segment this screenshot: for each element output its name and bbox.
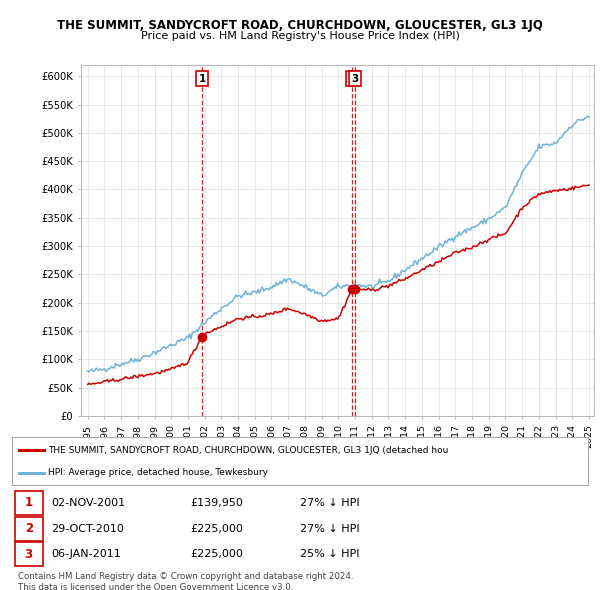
Text: 1: 1 bbox=[199, 74, 206, 84]
Text: THE SUMMIT, SANDYCROFT ROAD, CHURCHDOWN, GLOUCESTER, GL3 1JQ: THE SUMMIT, SANDYCROFT ROAD, CHURCHDOWN,… bbox=[57, 19, 543, 32]
Text: £139,950: £139,950 bbox=[191, 498, 244, 508]
Text: Price paid vs. HM Land Registry's House Price Index (HPI): Price paid vs. HM Land Registry's House … bbox=[140, 31, 460, 41]
Text: £225,000: £225,000 bbox=[191, 524, 244, 533]
Text: £225,000: £225,000 bbox=[191, 549, 244, 559]
Text: 2: 2 bbox=[25, 522, 33, 535]
Text: 02-NOV-2001: 02-NOV-2001 bbox=[51, 498, 125, 508]
Text: Contains HM Land Registry data © Crown copyright and database right 2024.
This d: Contains HM Land Registry data © Crown c… bbox=[18, 572, 353, 590]
Text: 2: 2 bbox=[349, 74, 356, 84]
Text: 25% ↓ HPI: 25% ↓ HPI bbox=[300, 549, 359, 559]
FancyBboxPatch shape bbox=[15, 491, 43, 515]
Text: THE SUMMIT, SANDYCROFT ROAD, CHURCHDOWN, GLOUCESTER, GL3 1JQ (detached hou: THE SUMMIT, SANDYCROFT ROAD, CHURCHDOWN,… bbox=[48, 445, 448, 455]
Text: 1: 1 bbox=[25, 496, 33, 509]
FancyBboxPatch shape bbox=[15, 542, 43, 566]
Text: 06-JAN-2011: 06-JAN-2011 bbox=[51, 549, 121, 559]
Text: 3: 3 bbox=[25, 548, 33, 561]
FancyBboxPatch shape bbox=[15, 517, 43, 540]
Text: 27% ↓ HPI: 27% ↓ HPI bbox=[300, 524, 359, 533]
Text: 29-OCT-2010: 29-OCT-2010 bbox=[51, 524, 124, 533]
Text: 3: 3 bbox=[352, 74, 359, 84]
Text: 27% ↓ HPI: 27% ↓ HPI bbox=[300, 498, 359, 508]
Text: HPI: Average price, detached house, Tewkesbury: HPI: Average price, detached house, Tewk… bbox=[48, 468, 268, 477]
